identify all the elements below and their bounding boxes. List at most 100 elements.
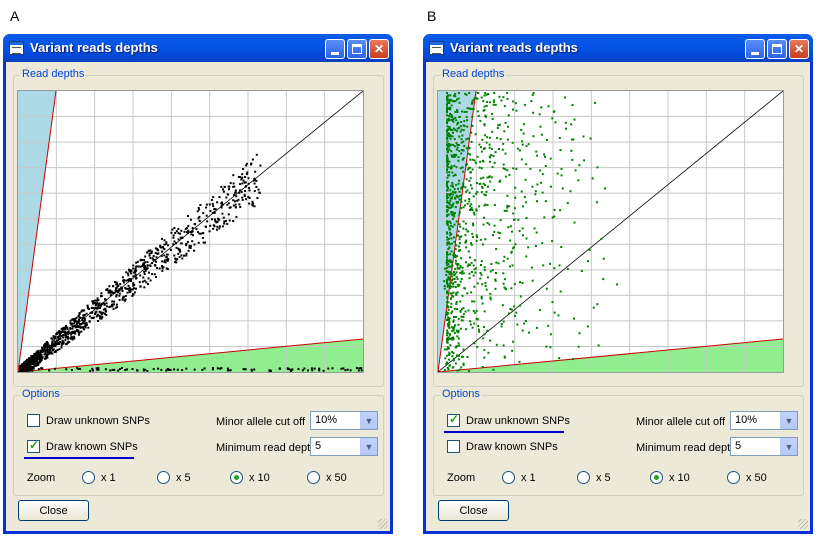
zoom-radio[interactable] (577, 471, 590, 484)
data-point (50, 337, 53, 340)
dropdown-arrow-icon[interactable]: ▼ (360, 438, 377, 455)
data-point (449, 253, 452, 256)
data-point (96, 297, 99, 300)
dropdown-arrow-icon[interactable]: ▼ (780, 412, 797, 429)
data-point (448, 193, 450, 196)
draw-unknown-snps-option[interactable]: Draw unknown SNPs (447, 412, 570, 427)
dropdown-arrow-icon[interactable]: ▼ (360, 412, 377, 429)
zoom-option-x50[interactable]: x 50 (307, 471, 347, 484)
close-button[interactable]: Close (438, 500, 509, 521)
zoom-radio[interactable] (82, 471, 95, 484)
data-point (37, 357, 40, 360)
data-point (137, 265, 140, 268)
maximize-button[interactable] (767, 39, 787, 59)
data-point (121, 298, 124, 301)
title-bar[interactable]: Variant reads depths ✕ (3, 34, 393, 62)
data-point (43, 344, 46, 347)
data-point (24, 367, 27, 370)
data-point (176, 258, 179, 261)
data-point (471, 124, 474, 127)
min-read-depth-select[interactable]: 5 ▼ (310, 437, 378, 456)
minor-allele-select[interactable]: 10% ▼ (310, 411, 378, 430)
draw-known-snps-checkbox[interactable] (447, 440, 460, 453)
zoom-radio[interactable] (502, 471, 515, 484)
data-point (211, 218, 213, 221)
data-point (532, 92, 535, 94)
close-window-button[interactable]: ✕ (369, 39, 389, 59)
data-point (529, 167, 532, 170)
zoom-option-label: x 50 (326, 471, 347, 484)
zoom-option-x1[interactable]: x 1 (502, 471, 536, 484)
data-point (456, 283, 459, 286)
data-point (450, 167, 453, 170)
data-point (156, 248, 159, 250)
title-bar[interactable]: Variant reads depths ✕ (423, 34, 813, 62)
maximize-button[interactable] (347, 39, 367, 59)
data-point (455, 148, 458, 151)
draw-known-snps-checkbox[interactable] (27, 438, 40, 453)
data-point (541, 173, 544, 176)
data-point (172, 243, 175, 246)
data-point (551, 117, 554, 120)
data-point (551, 240, 554, 243)
data-point (472, 195, 475, 198)
data-point (71, 338, 74, 341)
zoom-option-x1[interactable]: x 1 (82, 471, 116, 484)
zoom-radio[interactable] (230, 471, 243, 484)
data-point (468, 92, 471, 94)
data-point (539, 309, 542, 311)
minor-allele-select[interactable]: 10% ▼ (730, 411, 798, 430)
draw-unknown-snps-checkbox[interactable] (27, 414, 40, 427)
data-point (62, 342, 65, 345)
data-point (128, 288, 131, 291)
data-point (136, 369, 139, 372)
draw-known-snps-option[interactable]: Draw known SNPs (447, 440, 558, 453)
data-point (65, 324, 67, 327)
zoom-radio[interactable] (650, 471, 663, 484)
zoom-option-x50[interactable]: x 50 (727, 471, 767, 484)
data-point (117, 369, 120, 372)
zoom-radio[interactable] (157, 471, 170, 484)
dropdown-arrow-icon[interactable]: ▼ (780, 438, 797, 455)
data-point (76, 367, 79, 370)
zoom-radio[interactable] (727, 471, 740, 484)
data-point (446, 297, 449, 300)
draw-unknown-snps-option[interactable]: Draw unknown SNPs (27, 414, 150, 427)
data-point (77, 322, 80, 324)
data-point (132, 264, 135, 267)
minimize-button[interactable] (325, 39, 345, 59)
zoom-option-x5[interactable]: x 5 (157, 471, 191, 484)
resize-grip[interactable] (378, 519, 388, 529)
data-point (115, 286, 118, 289)
maximize-icon (772, 44, 782, 54)
data-point (108, 290, 111, 293)
data-point (331, 367, 334, 370)
data-point (44, 355, 47, 358)
data-point (185, 252, 188, 255)
data-point (47, 346, 50, 348)
data-point (460, 278, 463, 280)
zoom-option-x10[interactable]: x 10 (230, 471, 270, 484)
data-point (538, 113, 541, 116)
data-point (446, 100, 449, 103)
data-point (75, 325, 78, 328)
zoom-option-x10[interactable]: x 10 (650, 471, 690, 484)
draw-known-snps-option[interactable]: Draw known SNPs (27, 438, 138, 453)
zoom-radio[interactable] (307, 471, 320, 484)
data-point (65, 334, 67, 337)
resize-grip[interactable] (798, 519, 808, 529)
minimize-button[interactable] (745, 39, 765, 59)
min-read-depth-select[interactable]: 5 ▼ (730, 437, 798, 456)
draw-unknown-snps-checkbox[interactable] (447, 412, 460, 427)
data-point (536, 183, 539, 186)
data-point (228, 185, 231, 188)
close-button[interactable]: Close (18, 500, 89, 521)
data-point (235, 195, 238, 198)
data-point (489, 339, 492, 342)
data-point (54, 344, 57, 347)
data-point (43, 353, 46, 356)
zoom-option-x5[interactable]: x 5 (577, 471, 611, 484)
read-depths-label: Read depths (440, 68, 507, 80)
close-window-button[interactable]: ✕ (789, 39, 809, 59)
data-point (484, 285, 487, 288)
